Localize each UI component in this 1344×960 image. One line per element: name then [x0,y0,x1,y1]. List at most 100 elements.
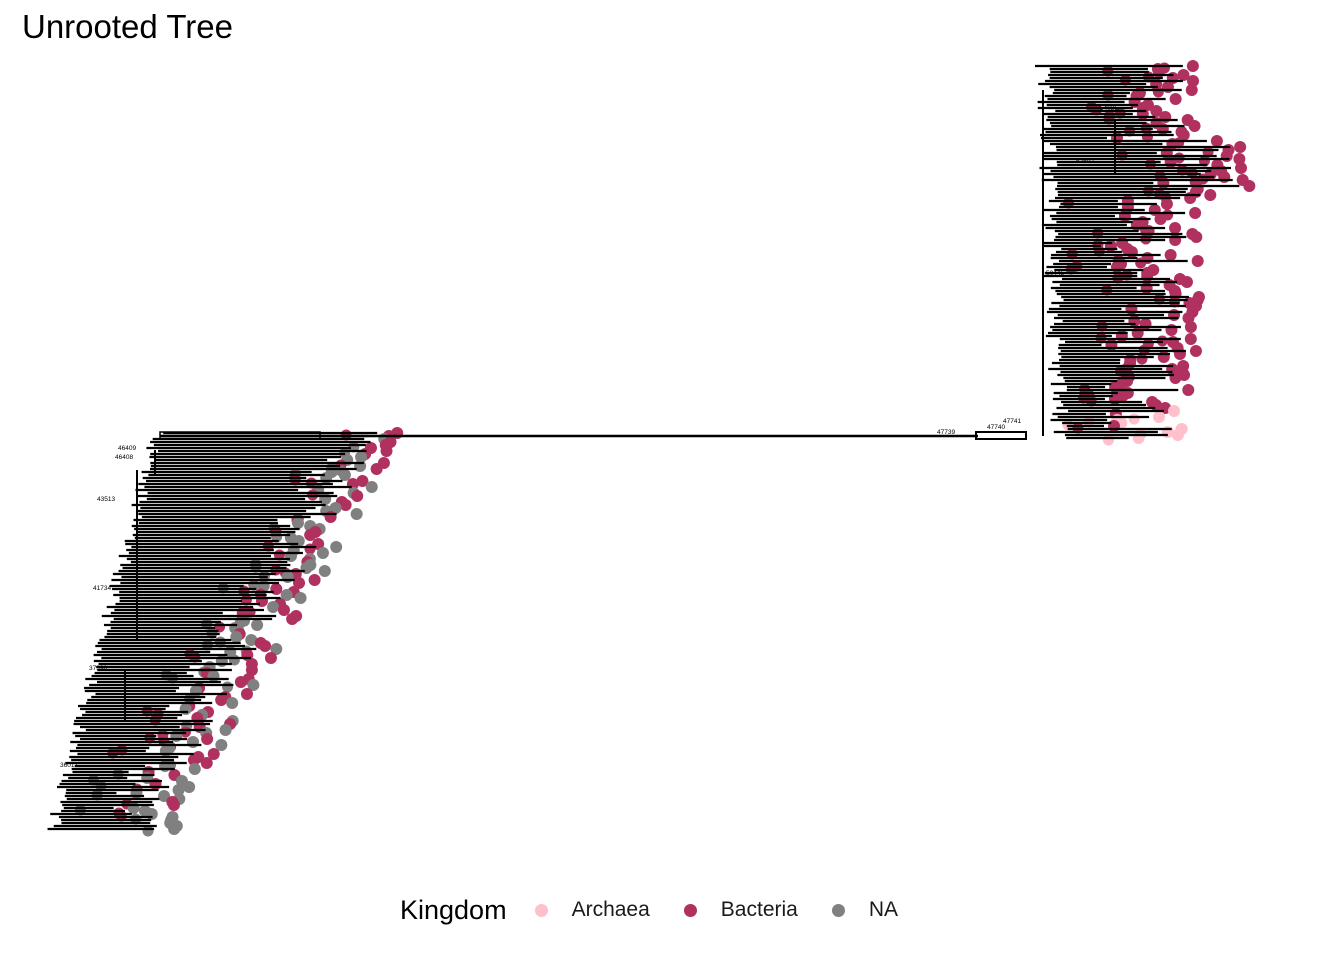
tip-point [1234,141,1247,153]
tip-point [219,724,232,736]
tip-point [1157,177,1170,189]
tip-point [158,790,171,802]
tip-point [1125,303,1138,315]
node-label: 47739 [937,429,955,436]
tip-point [1186,60,1199,72]
tip-point [1169,222,1182,234]
tip-point [1128,413,1140,425]
tip-point [1218,171,1231,183]
tip-point [339,499,352,511]
tip-point [1173,348,1186,360]
node-label: 47741 [1003,418,1021,425]
tip-point [1154,213,1167,225]
legend-item-na: NA [831,898,899,922]
tip-point [1171,429,1184,441]
tip-point [201,733,214,745]
tip-point [355,451,368,463]
tip-point [1107,420,1120,432]
tip-point [1184,333,1197,345]
tip-point [1164,249,1177,261]
node-label: 36017 [60,762,78,769]
tip-point [1168,309,1181,321]
tip-point [1243,180,1256,192]
tip-point [330,541,343,553]
tip-point [1136,353,1148,365]
tip-point [1111,132,1124,144]
legend-title: Kingdom [400,894,507,925]
tip-point [1164,156,1177,168]
tip-point [159,760,172,772]
tip-point [380,445,393,457]
tip-point [1125,246,1138,258]
tip-point [1169,93,1182,105]
tip-point [145,808,158,820]
tip-point [168,823,181,835]
tip-point [1139,318,1152,330]
tip-point [354,460,367,472]
tip-point [267,601,280,613]
tip-point [170,730,183,742]
tip-point [1111,261,1124,273]
node-label: 41734 [93,585,111,592]
tip-point [207,748,220,760]
tip-point [1152,86,1164,98]
tip-point [338,469,351,481]
tip-point [356,475,369,487]
legend-dot-archaea [534,903,548,917]
tip-point [1153,411,1166,423]
tip-point [1177,69,1190,81]
tip-point [370,463,383,475]
node-label: 43513 [97,496,115,503]
node-label: 37398 [89,665,107,672]
tree-branches [47,64,1240,831]
tip-point [215,739,228,751]
tip-point [1204,189,1217,201]
chart-title: Unrooted Tree [22,8,233,45]
tip-point [1185,84,1198,96]
tip-point [351,490,364,502]
tip-point [1105,339,1118,351]
tip-point [234,676,247,688]
tip-point [1188,120,1201,132]
node-label: 46409 [118,445,136,452]
legend-item-bacteria: Bacteria [683,898,798,922]
tip-point [1165,324,1178,336]
tip-point [215,694,228,706]
tip-point [1189,207,1202,219]
tip-point [130,787,143,799]
tip-point [255,595,268,607]
legend-dot-na [831,903,845,917]
tip-point [294,592,307,604]
legend-label-bacteria: Bacteria [720,898,798,921]
node-label: 54025 [1100,105,1118,112]
node-label: 52692 [1076,158,1094,165]
tip-point [280,589,293,601]
tip-point [324,511,337,523]
tip-point [1108,393,1121,405]
tip-point [1184,192,1197,204]
legend-label-archaea: Archaea [571,898,650,921]
tip-point [281,571,294,583]
tip-point [200,757,213,769]
tip-point [187,736,200,748]
tip-point [286,613,299,625]
tip-point [127,802,140,814]
tip-point [329,502,342,514]
tip-point [1128,315,1141,327]
node-label: 46408 [115,454,133,461]
tip-point [1104,240,1117,252]
tip-point [1190,231,1203,243]
tip-point [215,655,228,667]
tip-point [183,781,196,793]
tip-point [245,634,258,646]
tip-point [1160,198,1173,210]
tip-point [1191,255,1204,267]
tip-point [1157,351,1170,363]
tip-point [284,550,297,562]
tip-point [245,664,258,676]
legend-label-na: NA [868,898,899,921]
tip-point [1235,162,1248,174]
tip-point [221,681,233,693]
